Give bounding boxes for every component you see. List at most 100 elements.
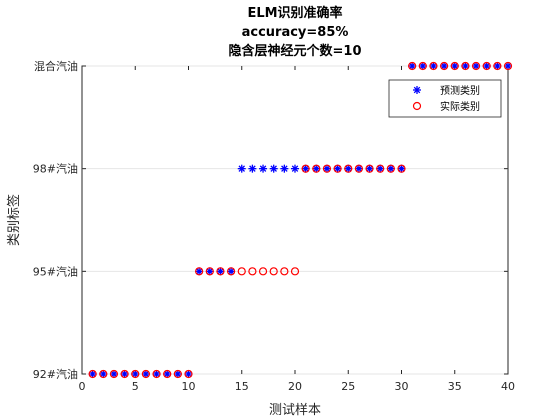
predicted-point — [173, 370, 182, 378]
predicted-point — [344, 164, 353, 173]
predicted-point — [280, 164, 289, 173]
predicted-point — [248, 164, 257, 173]
actual-point — [205, 267, 214, 276]
x-tick-label: 15 — [235, 380, 249, 393]
legend-marker-predicted — [413, 86, 421, 94]
y-axis-label: 类别标签 — [6, 194, 22, 246]
predicted-point — [461, 62, 470, 70]
actual-point — [248, 267, 257, 276]
actual-point — [503, 61, 513, 71]
predicted-point — [322, 164, 331, 173]
predicted-point — [205, 267, 214, 276]
predicted-point — [184, 370, 193, 378]
predicted-point — [152, 370, 161, 378]
actual-point — [408, 61, 417, 71]
x-tick-label: 25 — [341, 380, 355, 393]
actual-point — [322, 164, 332, 173]
actual-point — [227, 267, 236, 276]
predicted-point — [354, 164, 363, 173]
actual-point — [120, 369, 129, 379]
actual-point — [99, 369, 108, 379]
predicted-point — [493, 62, 502, 70]
predicted-point — [312, 164, 321, 173]
legend: 预测类别 实际类别 — [388, 79, 502, 118]
actual-point — [386, 164, 395, 173]
actual-point — [88, 369, 97, 379]
predicted-point — [408, 62, 417, 70]
actual-point — [109, 369, 119, 379]
actual-point — [269, 267, 278, 276]
x-tick-label: 5 — [132, 380, 139, 393]
predicted-point — [237, 164, 246, 173]
predicted-point — [450, 62, 459, 70]
actual-point — [461, 61, 470, 71]
legend-asterisk-icon — [413, 86, 421, 94]
predicted-point — [301, 164, 310, 173]
y-tick-label: 95#汽油 — [33, 264, 78, 278]
predicted-point — [365, 164, 374, 173]
legend-label-actual: 实际类别 — [440, 100, 480, 113]
actual-point — [290, 267, 300, 276]
x-tick-label: 20 — [288, 380, 302, 393]
predicted-point — [376, 164, 385, 173]
actual-point — [493, 61, 502, 71]
legend-marker-actual — [412, 101, 422, 111]
x-tick-label: 30 — [395, 380, 409, 393]
actual-point — [429, 61, 438, 71]
predicted-point — [504, 62, 512, 70]
x-tick-label: 10 — [182, 380, 196, 393]
x-tick-label: 0 — [79, 380, 86, 393]
predicted-point — [109, 370, 118, 378]
predicted-point — [99, 370, 108, 378]
actual-point — [258, 267, 268, 276]
axis-ticks: 92#汽油 95#汽油 98#汽油 混合汽油 0 5 10 15 20 25 30 35 40 — [33, 59, 515, 393]
predicted-point — [291, 164, 299, 173]
data-markers — [88, 61, 513, 379]
actual-point — [450, 61, 459, 71]
actual-point — [280, 267, 289, 276]
actual-point — [131, 369, 140, 379]
predicted-point — [418, 62, 427, 70]
y-tick-label: 92#汽油 — [33, 367, 78, 381]
actual-point — [163, 369, 172, 379]
chart-title-line-2: accuracy=85% — [242, 25, 349, 40]
predicted-point — [88, 370, 97, 378]
actual-point — [376, 164, 385, 173]
actual-point — [333, 164, 342, 173]
predicted-point — [216, 267, 225, 276]
predicted-point — [269, 164, 278, 173]
y-tick-label: 混合汽油 — [34, 59, 78, 73]
actual-point — [354, 164, 363, 173]
actual-point — [471, 61, 481, 71]
predicted-point — [163, 370, 172, 378]
predicted-point — [227, 267, 236, 276]
actual-point — [237, 267, 246, 276]
chart-title-line-3: 隐含层神经元个数=10 — [229, 43, 362, 59]
actual-point — [184, 369, 193, 379]
chart-title-line-1: ELM识别准确率 — [247, 5, 342, 21]
predicted-point — [482, 62, 491, 70]
actual-point — [344, 164, 353, 173]
actual-point — [173, 369, 182, 379]
predicted-point — [131, 370, 140, 378]
predicted-point — [429, 62, 438, 70]
actual-point — [418, 61, 427, 71]
actual-point — [312, 164, 321, 173]
predicted-point — [259, 164, 268, 173]
actual-point — [301, 164, 310, 173]
legend-circle-icon — [412, 101, 422, 111]
legend-box — [388, 79, 502, 118]
actual-point — [141, 369, 150, 379]
actual-point — [152, 369, 161, 379]
y-tick-label: 98#汽油 — [33, 162, 78, 176]
predicted-point — [386, 164, 395, 173]
predicted-point — [141, 370, 150, 378]
predicted-point — [195, 267, 204, 276]
predicted-point — [397, 164, 406, 173]
legend-label-predicted: 预测类别 — [440, 84, 480, 97]
predicted-point — [472, 62, 481, 70]
actual-point — [216, 267, 225, 276]
actual-point — [397, 164, 406, 173]
predicted-point — [440, 62, 449, 70]
